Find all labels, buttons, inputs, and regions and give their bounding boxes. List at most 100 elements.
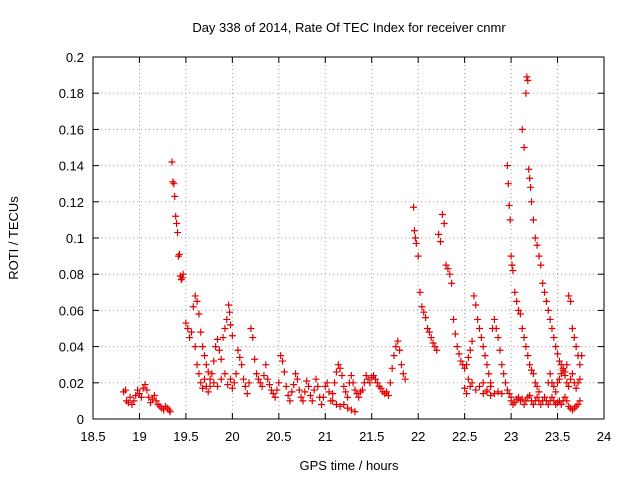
x-tick-label: 23	[504, 429, 518, 444]
data-point	[226, 308, 234, 316]
data-point	[472, 301, 480, 309]
y-tick-label: 0.08	[59, 267, 84, 282]
data-point	[523, 73, 531, 81]
data-point	[568, 325, 576, 332]
data-point	[453, 343, 461, 351]
data-point	[245, 379, 253, 387]
data-point	[451, 330, 459, 338]
data-point	[224, 381, 232, 389]
data-point	[197, 328, 205, 336]
data-point	[275, 379, 283, 387]
data-point	[184, 325, 192, 332]
data-point	[221, 370, 229, 378]
data-point	[362, 372, 370, 380]
data-point	[232, 370, 240, 378]
data-point	[340, 382, 348, 390]
data-point	[225, 301, 233, 309]
data-point	[539, 279, 547, 287]
data-point	[494, 334, 502, 342]
data-point	[544, 401, 552, 409]
x-tick-labels: 18.5 19 19.5 20 20.5 21 21.5 22 22.5 23 23.5 24	[80, 429, 611, 444]
data-point	[410, 203, 418, 211]
data-point	[527, 183, 535, 191]
data-point	[308, 397, 316, 405]
data-point	[213, 382, 221, 390]
data-point	[537, 401, 545, 409]
data-point	[212, 343, 220, 351]
x-tick-label: 24	[597, 429, 611, 444]
chart-title: Day 338 of 2014, Rate Of TEC Index for r…	[192, 20, 506, 35]
data-point	[561, 393, 569, 401]
data-point	[431, 343, 439, 351]
data-point	[347, 406, 355, 414]
data-point	[293, 375, 301, 383]
data-point	[173, 220, 181, 228]
data-point	[166, 408, 174, 416]
data-point	[485, 370, 493, 378]
data-point	[299, 397, 307, 405]
data-point	[524, 77, 532, 85]
data-point	[565, 292, 573, 300]
data-point	[134, 386, 142, 394]
data-point	[152, 397, 160, 405]
axis-ticks	[92, 56, 605, 420]
data-point	[318, 401, 326, 409]
data-point	[228, 332, 236, 340]
data-point	[344, 393, 352, 401]
data-point	[273, 386, 281, 394]
data-point	[260, 372, 268, 380]
y-tick-label: 0.2	[66, 50, 84, 65]
data-point	[554, 350, 562, 358]
data-point	[199, 384, 207, 392]
data-point	[210, 357, 218, 365]
data-point	[466, 382, 474, 390]
data-point	[427, 334, 435, 342]
data-point	[143, 386, 151, 394]
data-point	[503, 386, 511, 394]
data-point	[223, 315, 231, 323]
data-point	[230, 379, 238, 387]
data-point	[515, 306, 523, 314]
data-point	[412, 239, 420, 247]
data-point	[249, 334, 257, 342]
y-tick-label: 0.18	[59, 86, 84, 101]
data-point	[448, 279, 456, 287]
data-point	[429, 339, 437, 347]
data-point	[243, 390, 251, 398]
y-tick-label: 0.06	[59, 303, 84, 318]
data-point	[576, 397, 584, 405]
data-point	[490, 315, 498, 323]
data-point	[122, 386, 130, 394]
data-point	[193, 361, 201, 369]
data-point	[528, 198, 536, 206]
data-point	[464, 375, 472, 383]
data-point	[132, 391, 140, 399]
data-point	[355, 393, 363, 401]
data-point	[509, 267, 517, 275]
data-point	[206, 382, 214, 390]
data-point	[195, 310, 203, 318]
data-point	[435, 230, 443, 238]
data-point	[492, 325, 500, 332]
data-point	[332, 368, 340, 376]
data-point	[520, 401, 528, 409]
data-point	[531, 234, 539, 242]
data-point	[179, 270, 187, 278]
data-point	[392, 343, 400, 351]
data-point	[240, 375, 248, 383]
data-point	[528, 366, 536, 374]
data-point	[251, 355, 259, 363]
data-point	[507, 397, 515, 405]
data-point	[358, 386, 366, 394]
data-point	[329, 397, 337, 405]
data-point	[531, 379, 539, 387]
y-tick-label: 0.02	[59, 376, 84, 391]
data-point	[386, 379, 394, 387]
data-point	[479, 379, 487, 387]
data-point	[373, 379, 381, 387]
data-point	[191, 292, 199, 300]
data-point	[310, 386, 318, 394]
y-tick-label: 0.14	[59, 159, 84, 174]
data-point	[282, 382, 290, 390]
